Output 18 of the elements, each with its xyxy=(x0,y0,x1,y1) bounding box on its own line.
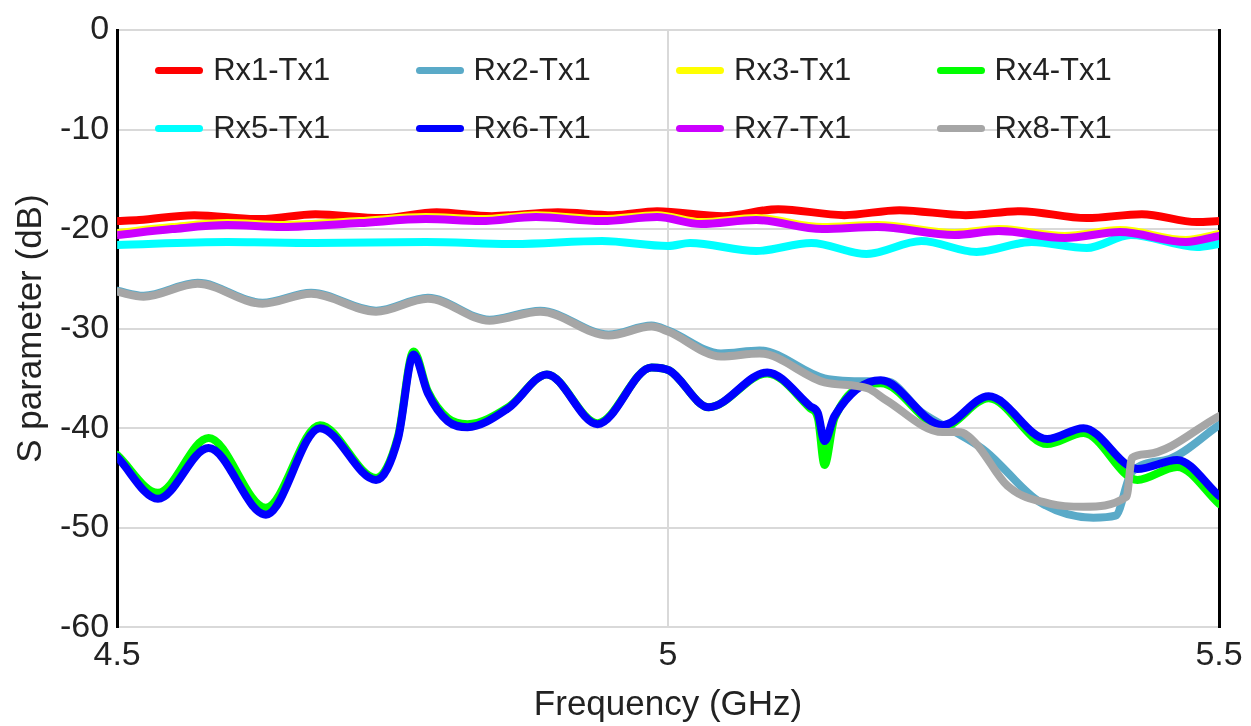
y-tick-label: -20 xyxy=(60,207,110,246)
legend-label: Rx2-Tx1 xyxy=(473,52,591,88)
x-tick-label: 5.5 xyxy=(1195,633,1243,672)
y-tick-label: -10 xyxy=(60,107,110,146)
y-tick-label: -50 xyxy=(60,506,110,545)
legend-label: Rx1-Tx1 xyxy=(213,52,331,88)
y-axis-title: S parameter (dB) xyxy=(8,194,48,463)
legend-label: Rx4-Tx1 xyxy=(994,52,1112,88)
legend-label: Rx5-Tx1 xyxy=(213,110,331,146)
x-axis-title: Frequency (GHz) xyxy=(533,682,803,722)
legend-label: Rx3-Tx1 xyxy=(734,52,852,88)
legend-label: Rx6-Tx1 xyxy=(473,110,591,146)
legend-label: Rx8-Tx1 xyxy=(994,110,1112,146)
legend-label: Rx7-Tx1 xyxy=(734,110,852,146)
y-tick-label: -30 xyxy=(60,306,110,345)
y-tick-label: -40 xyxy=(60,406,110,445)
y-tick-label: 0 xyxy=(90,8,110,47)
x-tick-label: 5 xyxy=(658,633,678,672)
